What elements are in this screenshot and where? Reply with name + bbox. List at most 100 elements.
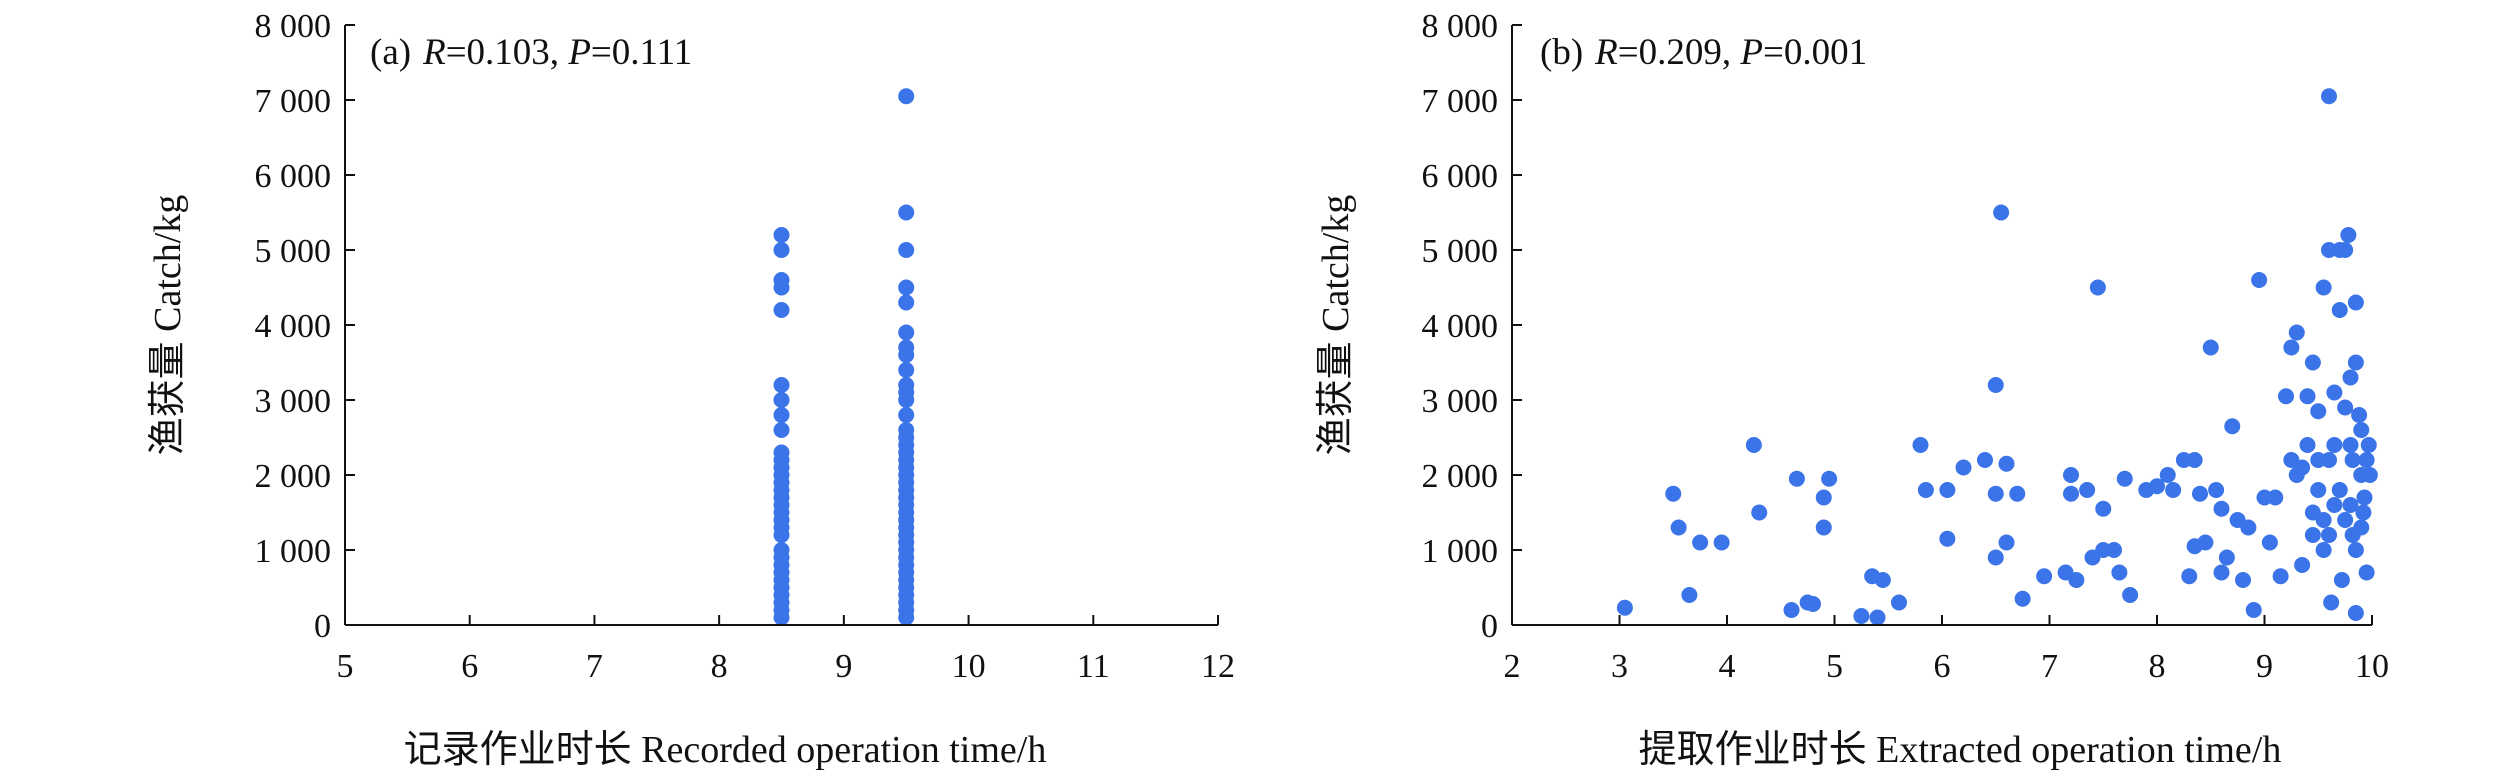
y-tick-label: 6 000 — [1422, 158, 1499, 195]
data-point — [2331, 482, 2348, 498]
data-point — [2159, 467, 2176, 483]
data-point — [1912, 437, 1929, 453]
x-tick-label: 8 — [711, 648, 728, 685]
data-point — [1917, 482, 1934, 498]
y-tick-label: 3 000 — [1422, 383, 1499, 420]
data-point — [898, 339, 915, 356]
data-point — [773, 407, 790, 423]
data-point — [2326, 437, 2343, 453]
x-tick-label: 10 — [952, 648, 986, 685]
data-point — [1987, 485, 2004, 502]
data-point — [2360, 437, 2377, 453]
data-point — [1987, 549, 2004, 566]
data-point — [1987, 377, 2004, 393]
data-point — [2355, 504, 2372, 521]
data-point — [2063, 485, 2079, 502]
data-point — [2304, 354, 2321, 371]
data-point — [1815, 489, 1832, 506]
data-point — [1998, 455, 2015, 472]
data-point — [2294, 459, 2311, 476]
data-point — [2181, 568, 2198, 585]
data-point — [2165, 482, 2182, 498]
data-point — [2079, 482, 2096, 498]
panel-a: (a) R=0.103, P=0.111 0 1 000 2 000 3 000 4 00… — [147, 8, 1235, 771]
y-tick-label: 1 000 — [1422, 533, 1499, 570]
x-tick-label: 9 — [835, 648, 852, 685]
data-point — [2036, 568, 2053, 585]
data-point — [2337, 242, 2354, 258]
y-tick-label: 8 000 — [1422, 8, 1499, 45]
y-tick-label: 0 — [1481, 608, 1498, 645]
x-tick-label: 2 — [1504, 648, 1521, 685]
data-point — [898, 407, 915, 423]
panel-b: (b) R=0.209, P=0.001 0 1 000 2 000 3 000 4 00… — [1315, 8, 2389, 771]
data-point — [898, 242, 915, 258]
data-point — [2261, 534, 2278, 551]
y-tick-label: 2 000 — [255, 458, 332, 495]
data-point — [898, 294, 915, 311]
data-point — [2299, 388, 2316, 405]
y-tick-label: 6 000 — [255, 158, 332, 195]
data-point — [1745, 437, 1762, 453]
data-point — [2278, 388, 2294, 405]
y-tick-label: 1 000 — [255, 533, 332, 570]
panel-a-title: (a) R=0.103, P=0.111 — [370, 32, 692, 73]
data-point — [2344, 452, 2361, 468]
x-tick-label: 7 — [586, 648, 603, 685]
data-point — [898, 422, 915, 438]
data-point — [2353, 422, 2370, 438]
data-point — [1692, 534, 1709, 551]
x-tick-label: 6 — [1934, 648, 1951, 685]
data-point — [2267, 489, 2284, 506]
data-point — [2149, 478, 2165, 495]
data-point — [2213, 564, 2230, 581]
data-point — [773, 422, 790, 438]
data-point — [1869, 609, 1886, 626]
data-point — [1670, 519, 1687, 536]
data-point — [898, 377, 915, 393]
data-point — [2283, 339, 2300, 356]
data-point — [2347, 542, 2364, 558]
data-point — [1713, 534, 1730, 551]
x-tick-label: 11 — [1077, 648, 1110, 685]
data-point — [2340, 227, 2357, 243]
data-point — [2299, 437, 2316, 453]
panel-b-title: (b) R=0.209, P=0.001 — [1540, 32, 1867, 73]
data-point — [898, 279, 915, 296]
data-point — [1788, 470, 1805, 487]
data-point — [2288, 324, 2305, 341]
x-tick-label: 6 — [461, 648, 478, 685]
data-point — [2310, 452, 2327, 468]
data-point — [2353, 519, 2370, 536]
panel-a-y-ticks: 0 1 000 2 000 3 000 4 000 5 000 6 000 7 000 8 00… — [255, 8, 355, 645]
panel-a-y-axis-title: 渔获量 Catch/kg — [147, 195, 189, 456]
data-point — [2116, 470, 2133, 487]
data-point — [773, 377, 790, 393]
x-tick-label: 8 — [2149, 648, 2166, 685]
data-point — [1955, 459, 1972, 476]
data-point — [1751, 504, 1768, 521]
data-point — [2122, 587, 2139, 603]
data-point — [773, 242, 790, 258]
data-point — [2218, 549, 2235, 566]
data-point — [1783, 602, 1800, 618]
y-tick-label: 4 000 — [255, 308, 332, 345]
data-point — [2321, 527, 2337, 543]
panel-a-markers — [773, 88, 915, 626]
data-point — [1998, 534, 2015, 551]
data-point — [2310, 403, 2327, 420]
x-tick-label: 4 — [1719, 648, 1736, 685]
y-tick-label: 7 000 — [255, 83, 332, 120]
data-point — [1853, 608, 1870, 624]
data-point — [2351, 407, 2368, 423]
data-point — [2009, 485, 2026, 502]
data-point — [1891, 594, 1907, 611]
data-point — [1993, 204, 2010, 221]
data-point — [898, 324, 915, 341]
data-point — [773, 392, 790, 408]
data-point — [2197, 534, 2214, 551]
data-point — [2186, 452, 2203, 468]
y-tick-label: 5 000 — [255, 233, 332, 270]
data-point — [2337, 399, 2354, 416]
